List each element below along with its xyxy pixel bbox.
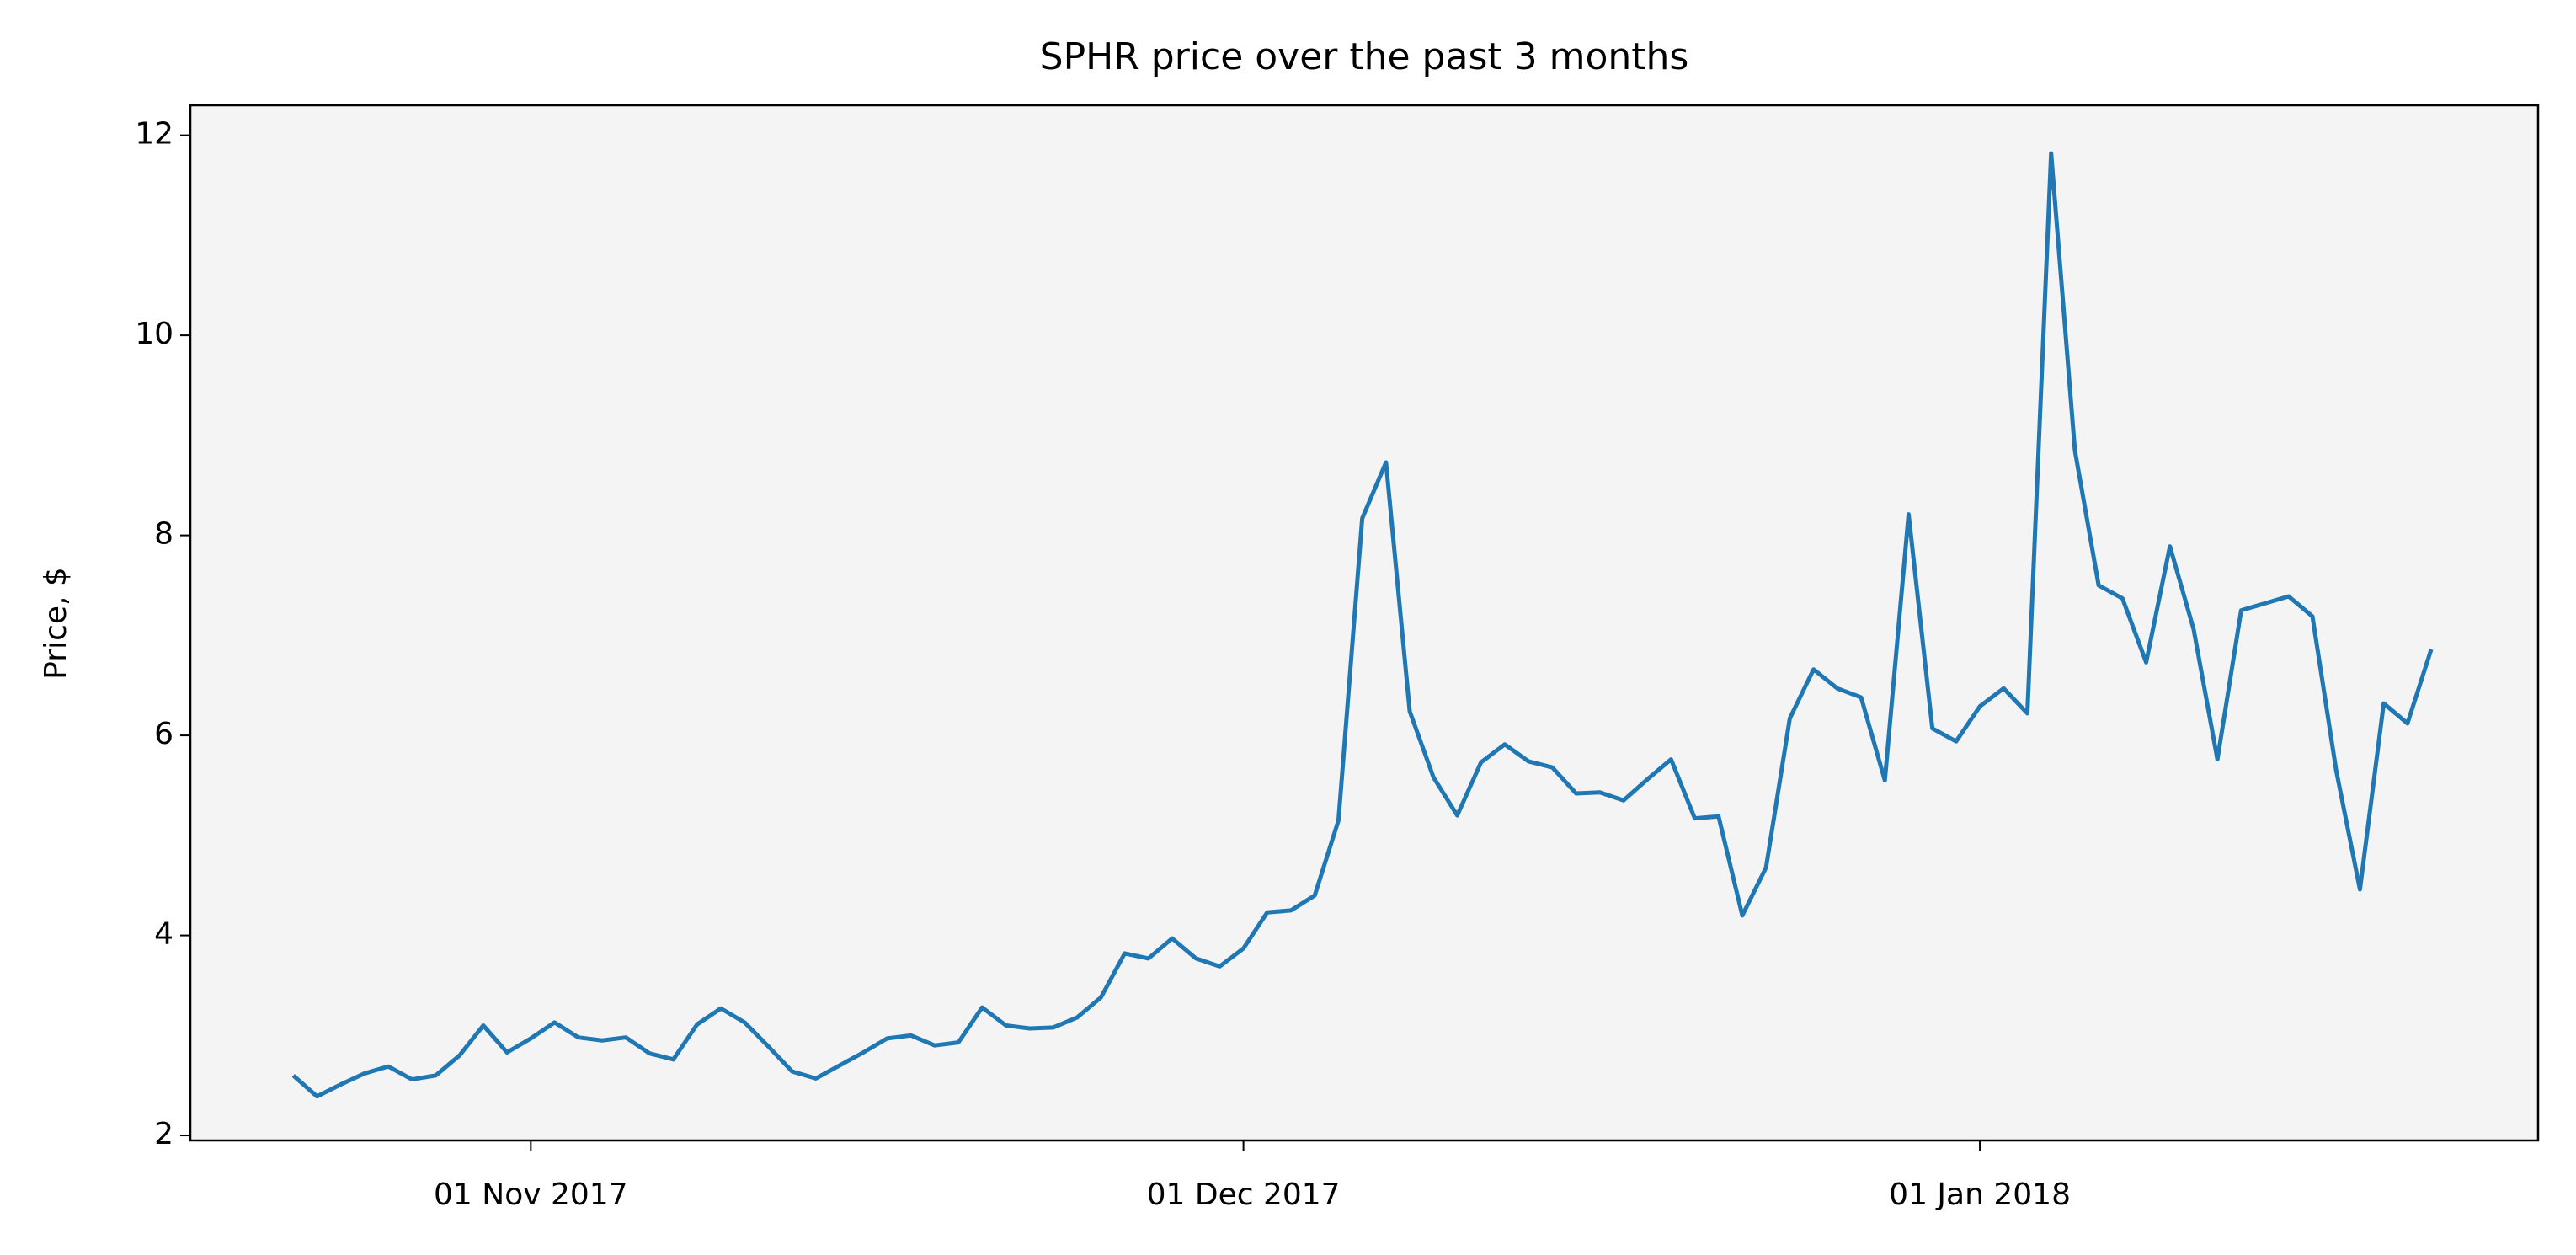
axes-frame xyxy=(189,104,2540,1142)
y-tick-label: 10 xyxy=(135,317,173,351)
x-tick-label: 01 Dec 2017 xyxy=(1147,1178,1341,1212)
y-tick-label: 6 xyxy=(154,717,173,751)
x-tick-label: 01 Nov 2017 xyxy=(434,1178,628,1212)
plot-area xyxy=(190,105,2538,1140)
y-tick-label: 4 xyxy=(154,917,173,952)
y-tick-label: 12 xyxy=(135,117,173,152)
price-line xyxy=(291,151,2434,1099)
y-tick-label: 2 xyxy=(154,1117,173,1151)
chart-title: SPHR price over the past 3 months xyxy=(1040,35,1689,78)
y-axis-label: Price, $ xyxy=(39,567,73,680)
y-tick-label: 8 xyxy=(154,517,173,552)
x-tick-label: 01 Jan 2018 xyxy=(1889,1178,2071,1212)
